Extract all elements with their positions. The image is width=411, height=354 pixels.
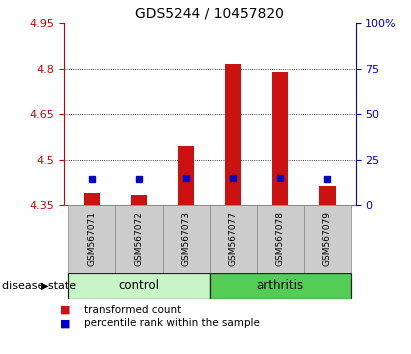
Text: ■: ■ xyxy=(60,318,70,328)
Bar xyxy=(225,64,241,205)
Text: disease state: disease state xyxy=(2,281,76,291)
Bar xyxy=(178,146,194,205)
Bar xyxy=(210,205,257,273)
Text: transformed count: transformed count xyxy=(84,305,182,315)
Text: arthritis: arthritis xyxy=(256,279,304,292)
Bar xyxy=(115,205,162,273)
Text: GSM567073: GSM567073 xyxy=(182,211,191,267)
Text: ▶: ▶ xyxy=(41,281,48,291)
Bar xyxy=(162,205,210,273)
Text: GSM567071: GSM567071 xyxy=(88,211,97,267)
Text: ■: ■ xyxy=(60,305,70,315)
Bar xyxy=(210,273,351,299)
Bar xyxy=(304,205,351,273)
Bar xyxy=(257,205,304,273)
Text: percentile rank within the sample: percentile rank within the sample xyxy=(84,318,260,328)
Bar xyxy=(68,205,115,273)
Text: control: control xyxy=(118,279,159,292)
Title: GDS5244 / 10457820: GDS5244 / 10457820 xyxy=(135,6,284,21)
Text: GSM567072: GSM567072 xyxy=(134,211,143,267)
Text: GSM567079: GSM567079 xyxy=(323,211,332,267)
Text: GSM567077: GSM567077 xyxy=(229,211,238,267)
Text: GSM567078: GSM567078 xyxy=(276,211,285,267)
Bar xyxy=(272,72,289,205)
Bar xyxy=(84,193,100,205)
Bar xyxy=(131,195,147,205)
Bar xyxy=(68,273,210,299)
Bar xyxy=(319,185,335,205)
